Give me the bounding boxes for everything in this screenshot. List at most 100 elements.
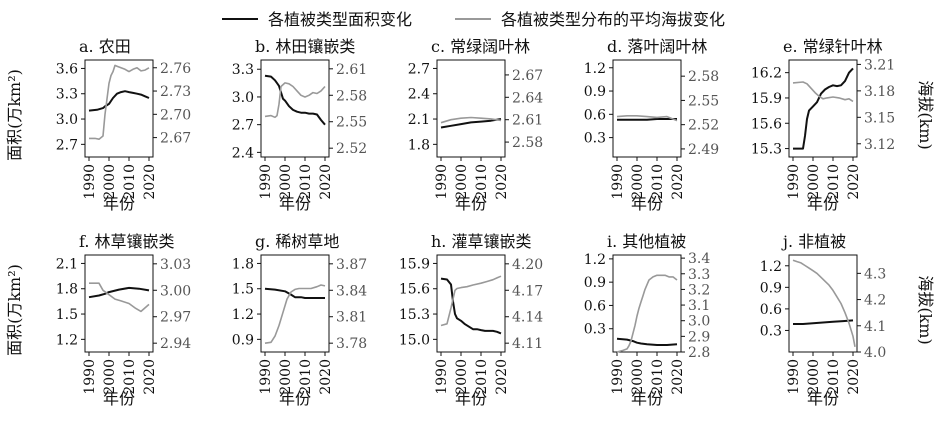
plot-frame <box>260 59 330 158</box>
plot-frame <box>436 254 506 353</box>
x-axis-label: 年份 <box>807 194 839 213</box>
right-tick-label: 3.18 <box>864 84 895 100</box>
x-tick-label: 2020 <box>142 164 158 200</box>
x-tick-label: 2000 <box>278 164 294 200</box>
right-tick-label: 4.17 <box>512 283 543 299</box>
left-tick-label: 0.3 <box>760 323 782 339</box>
left-tick-label: 1.8 <box>408 137 430 153</box>
area-series-line <box>793 67 854 150</box>
elevation-series-line <box>616 274 678 353</box>
plot-frame <box>260 254 330 353</box>
right-tick-label: 2.61 <box>512 113 543 129</box>
elevation-series-line <box>616 115 678 122</box>
right-tick-label: 4.3 <box>864 266 886 282</box>
right-tick-label: 2.94 <box>160 336 191 352</box>
left-tick-label: 1.8 <box>232 256 254 272</box>
x-tick-label: 2020 <box>142 359 158 395</box>
x-axis-label: 年份 <box>279 194 311 213</box>
x-tick-label: 2020 <box>494 164 510 200</box>
right-tick-label: 2.8 <box>688 345 710 361</box>
right-tick-label: 2.97 <box>160 310 191 326</box>
x-tick-label: 2000 <box>102 359 118 395</box>
x-tick-label: 1990 <box>610 164 626 200</box>
x-tick-label: 2000 <box>630 164 646 200</box>
x-tick-label: 2010 <box>474 359 490 395</box>
right-tick-label: 2.58 <box>336 88 367 104</box>
x-axis-label: 年份 <box>279 389 311 408</box>
x-axis-label: 年份 <box>103 194 135 213</box>
left-tick-label: 0.6 <box>584 107 606 123</box>
elevation-series-line <box>264 284 326 344</box>
left-tick-label: 3.0 <box>232 90 254 106</box>
area-series-line <box>88 286 150 299</box>
right-tick-label: 2.67 <box>512 68 543 84</box>
elevation-series-line <box>440 275 502 327</box>
x-tick-label: 2020 <box>494 359 510 395</box>
elevation-series-line <box>440 116 502 124</box>
left-tick-label: 3.3 <box>56 87 78 103</box>
x-axis-label: 年份 <box>807 389 839 408</box>
panel-3: c. 常绿阔叶林 1.8 2.1 2.4 2.7 2.58 2.61 2.64 2.67 1990… <box>408 37 544 213</box>
x-tick-label: 2000 <box>278 359 294 395</box>
right-tick-label: 2.73 <box>160 84 191 100</box>
left-tick-label: 15.3 <box>399 307 430 323</box>
left-tick-label: 0.6 <box>584 298 606 314</box>
plot-frame <box>788 59 858 158</box>
left-tick-label: 1.2 <box>584 252 606 268</box>
elevation-series-line <box>792 259 856 347</box>
elevation-series-line <box>89 282 150 313</box>
panel-title: f. 林草镶嵌类 <box>79 232 175 251</box>
x-tick-label: 2020 <box>318 164 334 200</box>
plot-frame <box>84 254 154 353</box>
panel-title: e. 常绿针叶林 <box>783 37 883 56</box>
right-tick-label: 3.81 <box>336 310 367 326</box>
right-tick-label: 3.15 <box>864 110 895 126</box>
left-tick-label: 16.2 <box>751 66 782 82</box>
x-tick-label: 2020 <box>670 164 686 200</box>
left-tick-label: 15.9 <box>751 91 782 107</box>
left-tick-label: 15.3 <box>751 142 782 158</box>
area-series-line <box>440 118 502 129</box>
x-tick-label: 2020 <box>846 164 862 200</box>
right-tick-label: 2.49 <box>688 142 719 158</box>
x-tick-label: 2000 <box>630 359 646 395</box>
legend: 各植被类型面积变化 各植被类型分布的平均海拔变化 <box>222 10 725 29</box>
right-tick-label: 3.0 <box>688 314 710 330</box>
left-tick-label: 15.0 <box>399 332 430 348</box>
x-axis-label: 年份 <box>455 389 487 408</box>
left-axis-label-row1: 面积(万km²) <box>5 69 24 161</box>
left-tick-label: 1.5 <box>232 282 254 298</box>
x-tick-label: 1990 <box>258 359 274 395</box>
plot-frame <box>436 59 506 158</box>
x-axis-label: 年份 <box>631 194 663 213</box>
panel-title: i. 其他植被 <box>607 232 686 251</box>
left-tick-label: 15.6 <box>751 116 782 132</box>
plot-frame <box>612 254 682 353</box>
left-tick-label: 2.7 <box>408 61 430 77</box>
x-tick-label: 2000 <box>454 164 470 200</box>
x-tick-label: 2010 <box>650 164 666 200</box>
x-tick-label: 1990 <box>786 164 802 200</box>
left-tick-label: 2.1 <box>408 112 430 128</box>
panel-6: f. 林草镶嵌类 1.2 1.5 1.8 2.1 2.94 2.97 3.00 3.03 1990… <box>56 232 192 408</box>
left-tick-label: 2.4 <box>232 145 254 161</box>
right-tick-label: 2.58 <box>688 69 719 85</box>
right-tick-label: 3.87 <box>336 257 367 273</box>
panel-1: a. 农田 2.7 3.0 3.3 3.6 2.67 2.70 2.73 2.76 1990 200… <box>56 37 192 213</box>
right-tick-label: 3.3 <box>688 267 710 283</box>
right-tick-label: 3.2 <box>688 282 710 298</box>
x-tick-label: 2010 <box>122 359 138 395</box>
left-tick-label: 1.5 <box>56 307 78 323</box>
x-tick-label: 2010 <box>650 359 666 395</box>
panel-title: j. 非植被 <box>781 232 846 251</box>
left-tick-label: 15.6 <box>399 282 430 298</box>
x-tick-label: 2020 <box>670 359 686 395</box>
left-tick-label: 2.7 <box>56 137 78 153</box>
x-tick-label: 1990 <box>786 359 802 395</box>
x-tick-label: 2010 <box>298 164 314 200</box>
left-tick-label: 3.3 <box>232 62 254 78</box>
area-series-line <box>264 287 325 299</box>
panel-4: d. 落叶阔叶林 0.3 0.6 0.9 1.2 2.49 2.52 2.55 2.58 1990… <box>584 37 719 213</box>
right-tick-label: 4.0 <box>864 345 886 361</box>
right-tick-label: 2.52 <box>336 141 367 157</box>
